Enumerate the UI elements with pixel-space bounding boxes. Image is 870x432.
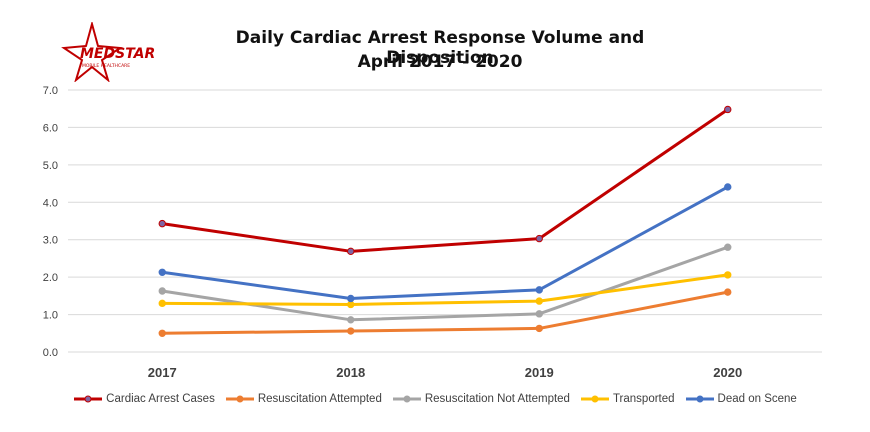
data-point [724, 183, 732, 191]
data-point [158, 299, 166, 308]
data-point [158, 268, 166, 276]
legend-item: Cardiac Arrest Cases [73, 393, 215, 405]
data-point [535, 324, 543, 333]
series-line [160, 290, 730, 335]
series-line [160, 245, 730, 322]
series-line [160, 107, 730, 253]
legend-label: Transported [612, 393, 675, 405]
legend-swatch [685, 395, 714, 403]
y-tick-label: 4.0 [43, 197, 58, 209]
y-tick-label: 2.0 [43, 272, 58, 284]
legend: Cardiac Arrest Cases Resuscitation Attemp… [0, 393, 870, 407]
legend-swatch-marker [84, 395, 92, 403]
data-point [158, 287, 166, 295]
data-point [724, 243, 732, 251]
data-point [158, 219, 166, 228]
legend-swatch-marker [236, 395, 244, 403]
legend-swatch [74, 395, 103, 403]
legend-item: Resuscitation Not Attempted [392, 393, 570, 405]
chart-title: Daily Cardiac Arrest Response Volume and… [235, 28, 645, 68]
logo-text: MEDSTAR [80, 46, 155, 62]
x-tick-label: 2018 [336, 365, 365, 380]
data-point [347, 300, 355, 309]
data-point [724, 105, 732, 114]
data-point [535, 234, 543, 243]
y-tick-label: 0.0 [43, 347, 58, 359]
legend-label: Dead on Scene [717, 393, 797, 405]
y-tick-label: 6.0 [43, 122, 58, 134]
legend-label: Resuscitation Attempted [257, 393, 382, 405]
chart-subtitle: April 2017 - 2020 [357, 52, 523, 72]
series-line [160, 185, 730, 300]
legend-label: Cardiac Arrest Cases [106, 393, 215, 405]
data-point [347, 294, 355, 303]
legend-swatch-marker [696, 395, 704, 403]
data-point [724, 288, 732, 296]
data-point [535, 286, 543, 294]
y-tick-label: 7.0 [43, 85, 58, 97]
y-tick-label: 1.0 [43, 310, 58, 322]
x-tick-label: 2017 [148, 365, 177, 380]
legend-item: Transported [580, 393, 675, 405]
legend-swatch [392, 395, 421, 403]
legend-swatch [580, 395, 609, 403]
legend-swatch-marker [591, 395, 599, 403]
data-point [724, 271, 732, 279]
y-tick-label: 5.0 [43, 160, 58, 172]
legend-swatch [225, 395, 254, 403]
logo-subtext: MOBILE HEALTHCARE [82, 63, 130, 69]
medstar-logo: MEDSTAR MOBILE HEALTHCARE [61, 22, 155, 82]
x-tick-label: 2020 [713, 365, 742, 380]
y-tick-label: 3.0 [43, 235, 58, 247]
logo-star-icon [61, 22, 123, 82]
data-point [347, 247, 355, 256]
data-point [535, 297, 543, 305]
x-tick-label: 2019 [525, 365, 554, 380]
data-point [158, 329, 166, 337]
legend-label: Resuscitation Not Attempted [424, 393, 570, 405]
legend-item: Resuscitation Attempted [225, 393, 382, 405]
data-point [347, 316, 355, 324]
legend-item: Dead on Scene [685, 393, 797, 405]
data-point [535, 310, 543, 318]
legend-swatch-marker [403, 395, 411, 403]
data-point [347, 327, 355, 335]
series-line [160, 273, 730, 306]
